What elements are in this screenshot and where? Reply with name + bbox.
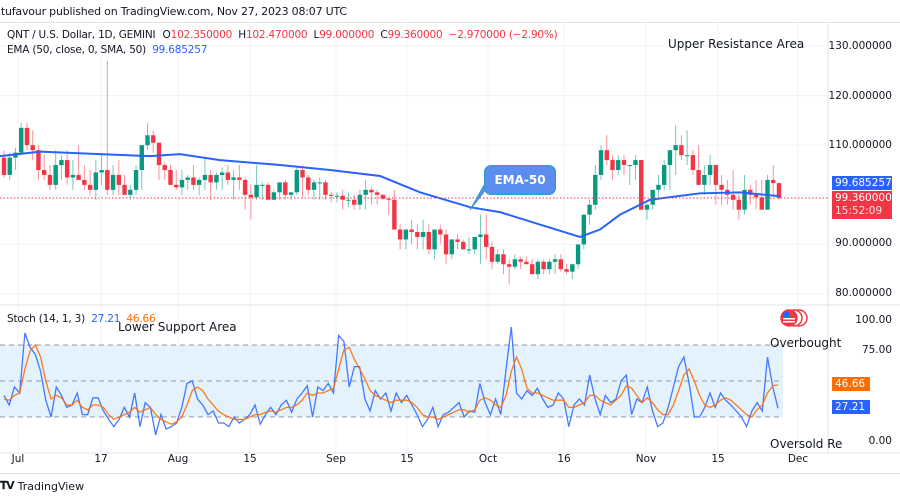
- time-axis-label: 15: [711, 453, 725, 465]
- time-axis-label: Sep: [326, 453, 346, 465]
- low-value: 99.000000: [319, 29, 375, 41]
- price-axis-120: 120.000000: [828, 90, 892, 102]
- footer: 𝐓V TradingView: [0, 479, 84, 493]
- low-label: L: [313, 29, 320, 41]
- close-price-value: 99.360000: [835, 192, 892, 204]
- time-axis-label: 17: [94, 453, 108, 465]
- open-value: 102.350000: [170, 29, 233, 41]
- high-label: H: [238, 29, 246, 41]
- price-axis-80: 80.000000: [835, 287, 892, 299]
- symbol-legend[interactable]: QNT / U.S. Dollar, 1D, GEMINI O102.35000…: [7, 29, 558, 41]
- time-axis-label: Dec: [787, 453, 809, 465]
- footer-brand: TradingView: [17, 479, 85, 493]
- us-flag-events-icon[interactable]: [779, 308, 809, 328]
- stoch-d-value: 46.66: [126, 313, 156, 325]
- time-axis-label: Aug: [167, 453, 189, 465]
- time-axis-label: 16: [557, 453, 571, 465]
- price-axis-90: 90.000000: [835, 237, 892, 249]
- high-value: 102.470000: [245, 29, 308, 41]
- ema-price-tag: 99.685257: [832, 176, 892, 190]
- oversold-annotation: Oversold Re: [770, 437, 843, 451]
- ema-legend[interactable]: EMA (50, close, 0, SMA, 50) 99.685257: [7, 44, 207, 56]
- close-price-tag: 99.360000 15:52:09: [832, 191, 892, 219]
- stoch-legend[interactable]: Stoch (14, 1, 3) 27.21 46.66: [7, 313, 156, 325]
- close-value: 99.360000: [387, 29, 443, 41]
- lower-support-annotation: Lower Support Area: [118, 320, 237, 334]
- stoch-label: Stoch (14, 1, 3): [7, 313, 86, 325]
- stoch-axis-0: 0.00: [868, 435, 892, 447]
- stoch-d-tag: 46.66: [832, 377, 870, 391]
- price-axis-110: 110.000000: [828, 139, 892, 151]
- tradingview-logo-icon: 𝐓V: [0, 479, 15, 492]
- stoch-axis-100: 100.00: [855, 314, 892, 326]
- chart-frame[interactable]: QNT / U.S. Dollar, 1D, GEMINI O102.35000…: [0, 22, 900, 474]
- bar-countdown: 15:52:09: [835, 205, 883, 217]
- chart-canvas[interactable]: [0, 23, 900, 475]
- time-axis-label: Oct: [478, 453, 498, 465]
- time-axis-label: Nov: [635, 453, 657, 465]
- stoch-k-value: 27.21: [91, 313, 121, 325]
- stoch-k-tag: 27.21: [832, 400, 870, 414]
- publisher-line: itufavour published on TradingView.com, …: [0, 5, 347, 18]
- price-axis-130: 130.000000: [828, 40, 892, 52]
- ema-value: 99.685257: [152, 44, 208, 56]
- symbol-name: QNT / U.S. Dollar, 1D, GEMINI: [7, 29, 156, 41]
- time-axis-label: 15: [243, 453, 257, 465]
- close-label: C: [380, 29, 388, 41]
- stoch-axis-75: 75.00: [861, 344, 892, 356]
- upper-resistance-annotation: Upper Resistance Area: [668, 37, 805, 51]
- ema-50-callout: EMA-50: [484, 165, 556, 195]
- change-value: −2.970000 (−2.90%): [448, 29, 558, 41]
- open-label: O: [162, 29, 171, 41]
- ema-label: EMA (50, close, 0, SMA, 50): [7, 44, 147, 56]
- time-axis-label: 15: [400, 453, 414, 465]
- time-axis-label: Jul: [11, 453, 25, 465]
- overbought-annotation: Overbought: [770, 336, 842, 350]
